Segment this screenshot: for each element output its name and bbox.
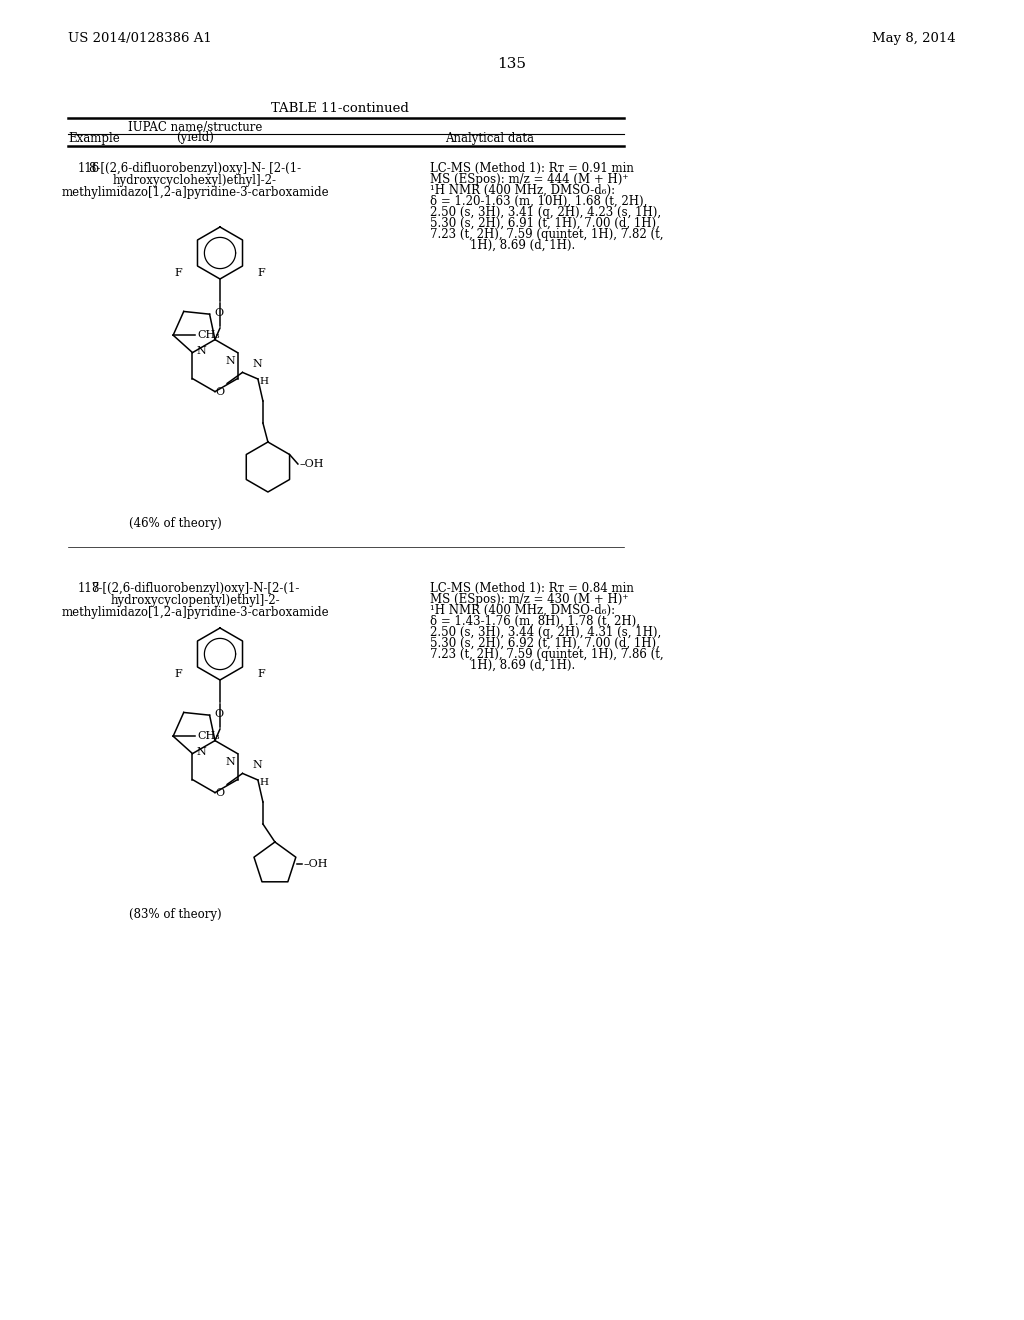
Text: O: O bbox=[215, 788, 224, 799]
Text: ¹H NMR (400 MHz, DMSO-d₆):: ¹H NMR (400 MHz, DMSO-d₆): bbox=[430, 605, 615, 616]
Text: 135: 135 bbox=[498, 57, 526, 71]
Text: F: F bbox=[258, 669, 265, 678]
Text: H: H bbox=[260, 777, 269, 787]
Text: 116: 116 bbox=[78, 162, 100, 176]
Text: LC-MS (Method 1): Rᴛ = 0.84 min: LC-MS (Method 1): Rᴛ = 0.84 min bbox=[430, 582, 634, 595]
Text: –OH: –OH bbox=[304, 859, 329, 869]
Text: CH₃: CH₃ bbox=[198, 731, 220, 742]
Text: 8-[(2,6-difluorobenzyl)oxy]-N- [2-(1-: 8-[(2,6-difluorobenzyl)oxy]-N- [2-(1- bbox=[89, 162, 301, 176]
Text: H: H bbox=[260, 378, 269, 385]
Text: δ = 1.43-1.76 (m, 8H), 1.78 (t, 2H),: δ = 1.43-1.76 (m, 8H), 1.78 (t, 2H), bbox=[430, 615, 640, 628]
Text: F: F bbox=[175, 669, 182, 678]
Text: F: F bbox=[175, 268, 182, 279]
Text: Example: Example bbox=[68, 132, 120, 145]
Text: 2.50 (s, 3H), 3.41 (q, 2H), 4.23 (s, 1H),: 2.50 (s, 3H), 3.41 (q, 2H), 4.23 (s, 1H)… bbox=[430, 206, 662, 219]
Text: TABLE 11-continued: TABLE 11-continued bbox=[271, 102, 409, 115]
Text: N: N bbox=[197, 747, 206, 756]
Text: 5.30 (s, 2H), 6.91 (t, 1H), 7.00 (d, 1H),: 5.30 (s, 2H), 6.91 (t, 1H), 7.00 (d, 1H)… bbox=[430, 216, 659, 230]
Text: Analytical data: Analytical data bbox=[445, 132, 535, 145]
Text: hydroxycyclohexyl)ethyl]-2-: hydroxycyclohexyl)ethyl]-2- bbox=[113, 174, 278, 187]
Text: N: N bbox=[225, 756, 236, 767]
Text: 5.30 (s, 2H), 6.92 (t, 1H), 7.00 (d, 1H),: 5.30 (s, 2H), 6.92 (t, 1H), 7.00 (d, 1H)… bbox=[430, 638, 659, 649]
Text: 7.23 (t, 2H), 7.59 (quintet, 1H), 7.86 (t,: 7.23 (t, 2H), 7.59 (quintet, 1H), 7.86 (… bbox=[430, 648, 664, 661]
Text: 7.23 (t, 2H), 7.59 (quintet, 1H), 7.82 (t,: 7.23 (t, 2H), 7.59 (quintet, 1H), 7.82 (… bbox=[430, 228, 664, 242]
Text: MS (ESpos): m/z = 444 (M + H)⁺: MS (ESpos): m/z = 444 (M + H)⁺ bbox=[430, 173, 629, 186]
Text: LC-MS (Method 1): Rᴛ = 0.91 min: LC-MS (Method 1): Rᴛ = 0.91 min bbox=[430, 162, 634, 176]
Text: 1H), 8.69 (d, 1H).: 1H), 8.69 (d, 1H). bbox=[470, 659, 575, 672]
Text: US 2014/0128386 A1: US 2014/0128386 A1 bbox=[68, 32, 212, 45]
Text: δ = 1.20-1.63 (m, 10H), 1.68 (t, 2H),: δ = 1.20-1.63 (m, 10H), 1.68 (t, 2H), bbox=[430, 195, 647, 209]
Text: 1H), 8.69 (d, 1H).: 1H), 8.69 (d, 1H). bbox=[470, 239, 575, 252]
Text: (83% of theory): (83% of theory) bbox=[129, 908, 221, 921]
Text: F: F bbox=[258, 268, 265, 279]
Text: O: O bbox=[215, 387, 224, 397]
Text: N: N bbox=[252, 359, 262, 370]
Text: (46% of theory): (46% of theory) bbox=[129, 517, 221, 531]
Text: ¹H NMR (400 MHz, DMSO-d₆):: ¹H NMR (400 MHz, DMSO-d₆): bbox=[430, 183, 615, 197]
Text: N: N bbox=[197, 346, 206, 355]
Text: –OH: –OH bbox=[300, 459, 325, 469]
Text: O: O bbox=[214, 709, 223, 719]
Text: methylimidazo[1,2-a]pyridine-3-carboxamide: methylimidazo[1,2-a]pyridine-3-carboxami… bbox=[61, 186, 329, 199]
Text: MS (ESpos): m/z = 430 (M + H)⁺: MS (ESpos): m/z = 430 (M + H)⁺ bbox=[430, 593, 629, 606]
Text: (yield): (yield) bbox=[176, 131, 214, 144]
Text: methylimidazo[1,2-a]pyridine-3-carboxamide: methylimidazo[1,2-a]pyridine-3-carboxami… bbox=[61, 606, 329, 619]
Text: hydroxycyclopentyl)ethyl]-2-: hydroxycyclopentyl)ethyl]-2- bbox=[111, 594, 280, 607]
Text: N: N bbox=[252, 760, 262, 770]
Text: 2.50 (s, 3H), 3.44 (q, 2H), 4.31 (s, 1H),: 2.50 (s, 3H), 3.44 (q, 2H), 4.31 (s, 1H)… bbox=[430, 626, 662, 639]
Text: O: O bbox=[214, 308, 223, 318]
Text: N: N bbox=[225, 355, 236, 366]
Text: CH₃: CH₃ bbox=[198, 330, 220, 341]
Text: 8-[(2,6-difluorobenzyl)oxy]-N-[2-(1-: 8-[(2,6-difluorobenzyl)oxy]-N-[2-(1- bbox=[91, 582, 299, 595]
Text: May 8, 2014: May 8, 2014 bbox=[872, 32, 956, 45]
Text: 117: 117 bbox=[78, 582, 100, 595]
Text: IUPAC name/structure: IUPAC name/structure bbox=[128, 121, 262, 135]
